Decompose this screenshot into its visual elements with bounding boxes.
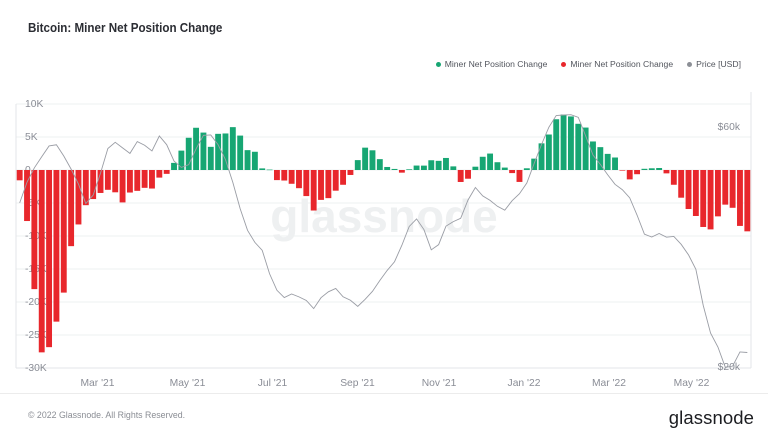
svg-text:5K: 5K [25,132,38,143]
svg-text:Jan '22: Jan '22 [508,378,541,389]
svg-text:Nov '21: Nov '21 [422,378,457,389]
svg-text:10K: 10K [25,99,43,110]
svg-text:Mar '22: Mar '22 [592,378,626,389]
svg-text:May '22: May '22 [674,378,710,389]
svg-text:May '21: May '21 [170,378,206,389]
svg-text:$60k: $60k [718,122,741,133]
svg-text:Mar '21: Mar '21 [80,378,114,389]
svg-text:Jul '21: Jul '21 [258,378,288,389]
svg-text:Sep '21: Sep '21 [340,378,375,389]
svg-text:glassnode: glassnode [270,190,498,242]
svg-text:-30K: -30K [25,363,47,374]
svg-text:$20k: $20k [718,362,741,373]
